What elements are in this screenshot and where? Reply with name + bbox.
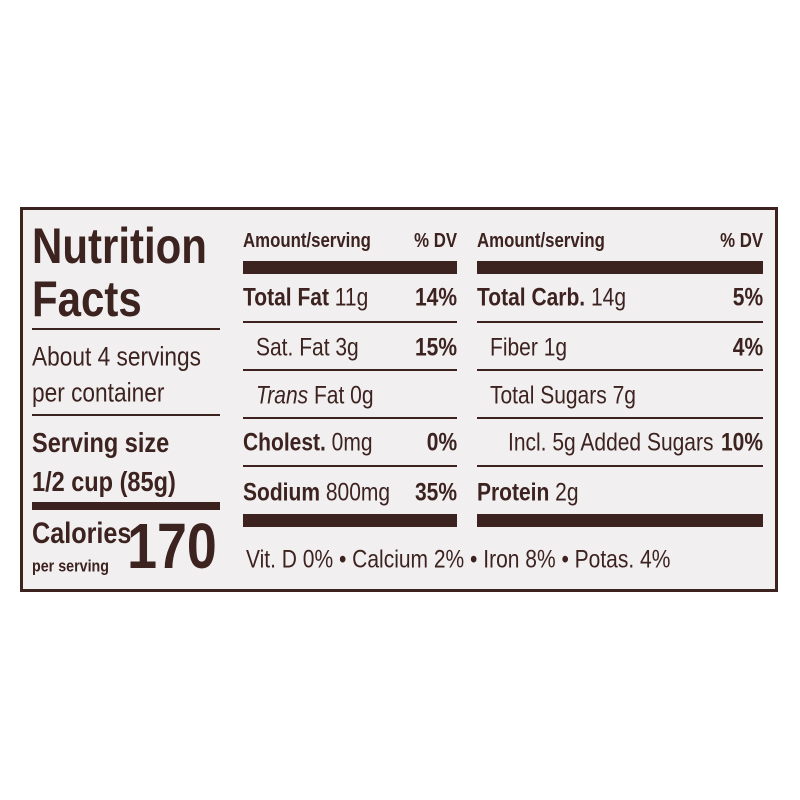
nutrient-amount: 0g — [350, 381, 374, 410]
vitamin: Potas. 4% — [574, 545, 671, 574]
title: Facts — [32, 271, 142, 327]
nutrient-amount: 2g — [555, 478, 579, 507]
row-divider — [477, 417, 763, 419]
nutrient-dv: 0% — [426, 428, 457, 457]
nutrient-name: Incl. 5g Added Sugars — [508, 428, 714, 457]
nutrient-row: Cholest. 0mg — [243, 428, 373, 457]
vitamin: Iron 8% — [483, 545, 556, 574]
thick-bar — [243, 261, 457, 274]
row-divider — [477, 369, 763, 371]
nutrient-row: Incl. 5g Added Sugars — [508, 428, 714, 457]
nutrient-amount: 0mg — [331, 428, 373, 457]
divider — [32, 502, 220, 510]
nutrient-dv: 15% — [414, 333, 457, 362]
nutrient-name: Sodium — [243, 478, 321, 507]
nutrient-row: Protein 2g — [477, 478, 579, 507]
nutrient-amount: 3g — [335, 333, 359, 362]
nutrient-row: Total Carb. 14g — [477, 283, 627, 312]
nutrient-dv: 10% — [720, 428, 763, 457]
dv-header: % DV — [720, 230, 763, 252]
nutrient-name: Protein — [477, 478, 550, 507]
nutrient-dv: 35% — [414, 478, 457, 507]
nutrient-name-italic: Trans — [256, 381, 309, 410]
row-divider — [243, 417, 457, 419]
nutrient-row: Sodium 800mg — [243, 478, 391, 507]
nutrient-row: Trans Fat 0g — [256, 381, 374, 410]
nutrient-amount: 7g — [612, 381, 636, 410]
nutrient-name: Fiber — [490, 333, 538, 362]
serving-size-label: Serving size — [32, 427, 170, 458]
row-divider — [243, 465, 457, 467]
column-header: Amount/serving — [243, 230, 371, 252]
nutrient-row: Fiber 1g — [490, 333, 568, 362]
row-divider — [243, 321, 457, 323]
nutrient-dv: 4% — [732, 333, 763, 362]
thick-bar — [477, 261, 763, 274]
nutrient-name: Total Fat — [243, 283, 329, 312]
nutrient-dv: 14% — [414, 283, 457, 312]
calories-value: 170 — [127, 510, 217, 582]
thick-bar — [243, 514, 457, 527]
nutrient-name: Fat — [313, 381, 345, 410]
nutrient-row: Total Fat 11g — [243, 283, 369, 312]
servings: About 4 servings — [32, 341, 201, 372]
nutrient-name: Total Sugars — [490, 381, 607, 410]
nutrient-name: Sat. Fat — [256, 333, 330, 362]
dv-header: % DV — [414, 230, 457, 252]
nutrient-row: Total Sugars 7g — [490, 381, 636, 410]
nutrient-dv: 5% — [732, 283, 763, 312]
thick-bar — [477, 514, 763, 527]
nutrient-name: Total Carb. — [477, 283, 586, 312]
vitamin: Calcium 2% — [352, 545, 465, 574]
divider — [32, 328, 220, 330]
calories-sub: per serving — [32, 556, 109, 576]
nutrient-name: Cholest. — [243, 428, 326, 457]
serving-size: 1/2 cup (85g) — [32, 466, 176, 497]
nutrient-amount: 11g — [334, 283, 369, 312]
servings: per container — [32, 377, 165, 408]
title: Nutrition — [32, 218, 207, 274]
row-divider — [477, 321, 763, 323]
nutrient-amount: 14g — [590, 283, 627, 312]
vitamin: Vit. D 0% — [246, 545, 334, 574]
nutrient-amount: 1g — [543, 333, 568, 362]
divider — [32, 414, 220, 416]
nutrient-amount: 800mg — [325, 478, 391, 507]
row-divider — [243, 369, 457, 371]
row-divider — [477, 465, 763, 467]
column-header: Amount/serving — [477, 230, 605, 252]
calories-label: Calories — [32, 517, 132, 550]
nutrient-row: Sat. Fat 3g — [256, 333, 359, 362]
vitamins: Vit. D 0% • Calcium 2% • Iron 8% • Potas… — [246, 545, 671, 574]
